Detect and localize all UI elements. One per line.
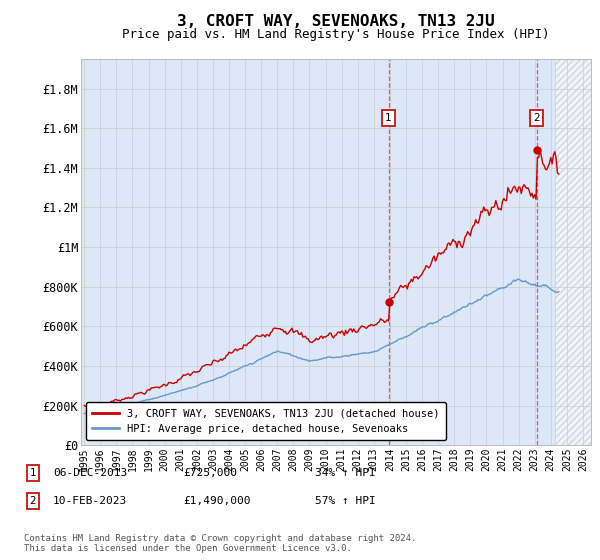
Text: 10-FEB-2023: 10-FEB-2023 — [53, 496, 127, 506]
Text: Price paid vs. HM Land Registry's House Price Index (HPI): Price paid vs. HM Land Registry's House … — [122, 28, 550, 41]
Text: £1,490,000: £1,490,000 — [183, 496, 251, 506]
Text: 34% ↑ HPI: 34% ↑ HPI — [315, 468, 376, 478]
Text: 06-DEC-2013: 06-DEC-2013 — [53, 468, 127, 478]
Text: £725,000: £725,000 — [183, 468, 237, 478]
Text: 3, CROFT WAY, SEVENOAKS, TN13 2JU: 3, CROFT WAY, SEVENOAKS, TN13 2JU — [177, 14, 495, 29]
Text: Contains HM Land Registry data © Crown copyright and database right 2024.
This d: Contains HM Land Registry data © Crown c… — [24, 534, 416, 553]
Text: 1: 1 — [29, 468, 37, 478]
Text: 2: 2 — [533, 113, 540, 123]
Text: 57% ↑ HPI: 57% ↑ HPI — [315, 496, 376, 506]
Bar — [555, 59, 596, 445]
Text: 1: 1 — [385, 113, 392, 123]
Legend: 3, CROFT WAY, SEVENOAKS, TN13 2JU (detached house), HPI: Average price, detached: 3, CROFT WAY, SEVENOAKS, TN13 2JU (detac… — [86, 402, 446, 440]
Text: 2: 2 — [29, 496, 37, 506]
